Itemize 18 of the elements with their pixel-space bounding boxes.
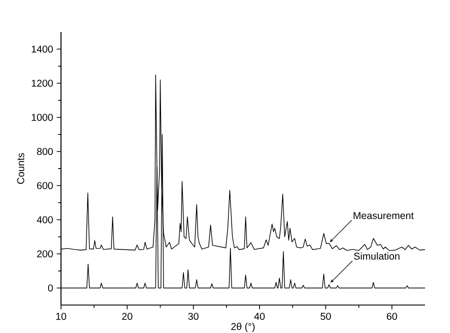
y-tick-label: 1400 [32, 46, 53, 53]
x-tick-label: 20 [122, 312, 132, 320]
x-tick-label: 50 [320, 312, 331, 320]
annotation: Measurement [354, 212, 414, 220]
x-tick-label: 60 [386, 312, 398, 320]
y-tick-label: 1200 [32, 80, 53, 87]
y-tick-label: 0 [48, 284, 53, 292]
y-tick-label: 600 [37, 182, 53, 190]
y-tick-label: 400 [36, 216, 53, 224]
x-tick-label: 40 [254, 312, 265, 320]
y-axis-title: Counts [17, 153, 24, 184]
y-tick-label: 1000 [32, 114, 53, 121]
x-axis-title: 2θ (°) [231, 322, 255, 332]
y-tick-label: 200 [37, 250, 53, 258]
x-tick-label: 30 [188, 312, 199, 320]
x-tick-label: 10 [56, 312, 66, 320]
annotation: Simulation [354, 252, 400, 260]
y-tick-label: 800 [37, 148, 53, 156]
